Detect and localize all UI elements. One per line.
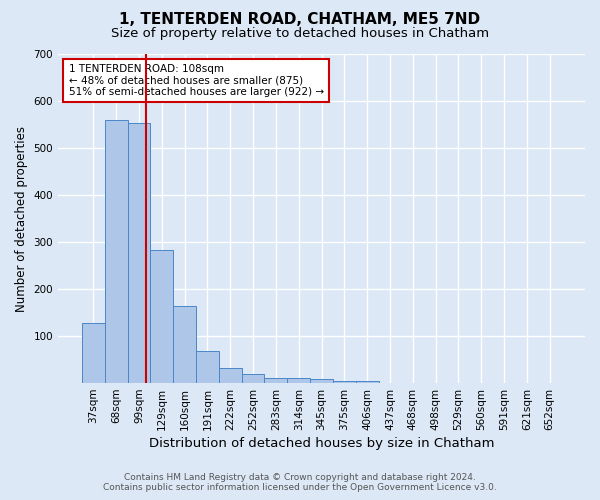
Bar	[128, 122, 151, 383]
Bar	[265, 378, 287, 383]
X-axis label: Distribution of detached houses by size in Chatham: Distribution of detached houses by size …	[149, 437, 494, 450]
Text: Size of property relative to detached houses in Chatham: Size of property relative to detached ho…	[111, 28, 489, 40]
Bar	[310, 380, 333, 383]
Bar	[219, 368, 242, 383]
Bar	[173, 306, 196, 383]
Bar	[242, 374, 265, 383]
Text: 1 TENTERDEN ROAD: 108sqm
← 48% of detached houses are smaller (875)
51% of semi-: 1 TENTERDEN ROAD: 108sqm ← 48% of detach…	[68, 64, 324, 97]
Bar	[333, 380, 356, 383]
Bar	[105, 120, 128, 383]
Text: 1, TENTERDEN ROAD, CHATHAM, ME5 7ND: 1, TENTERDEN ROAD, CHATHAM, ME5 7ND	[119, 12, 481, 28]
Text: Contains HM Land Registry data © Crown copyright and database right 2024.
Contai: Contains HM Land Registry data © Crown c…	[103, 473, 497, 492]
Bar	[356, 380, 379, 383]
Bar	[82, 324, 105, 383]
Bar	[287, 378, 310, 383]
Bar	[151, 250, 173, 383]
Y-axis label: Number of detached properties: Number of detached properties	[15, 126, 28, 312]
Bar	[196, 351, 219, 383]
